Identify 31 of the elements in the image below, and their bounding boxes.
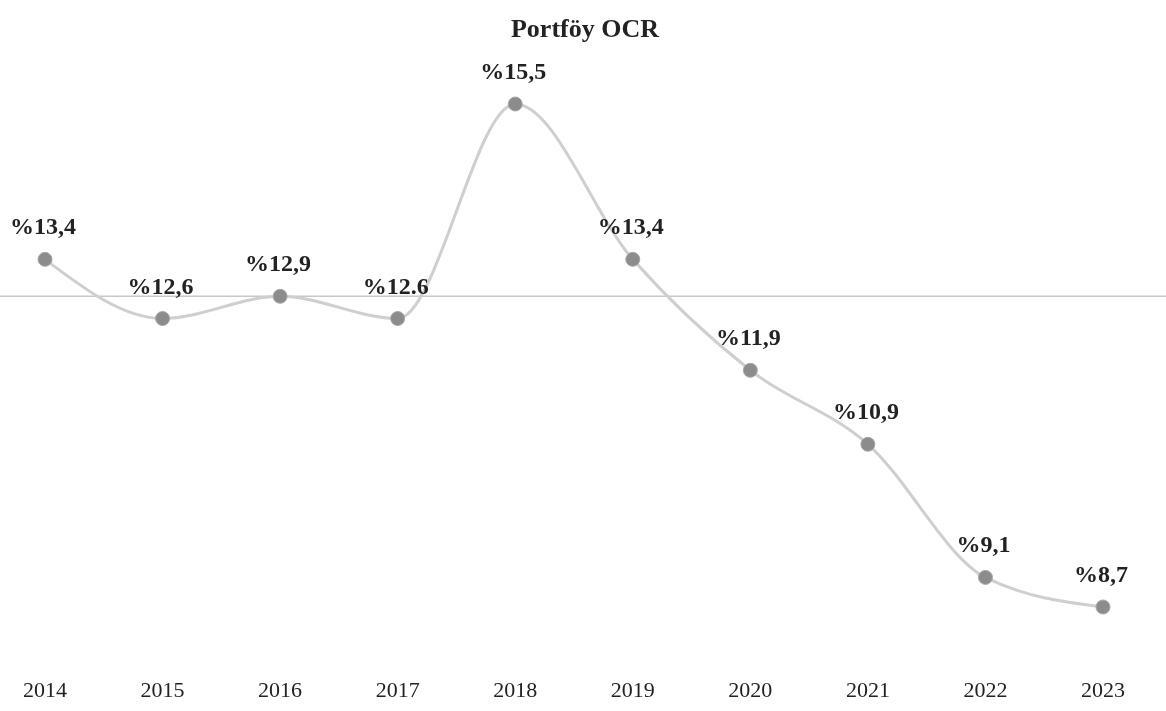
data-label: %10,9 xyxy=(832,398,899,425)
x-tick-label: 2023 xyxy=(1081,677,1125,702)
point xyxy=(1095,599,1111,615)
data-label: %12.6 xyxy=(362,272,429,299)
x-tick-label: 2016 xyxy=(258,677,303,702)
x-tick-label: 2017 xyxy=(375,677,420,702)
x-tick-label: 2014 xyxy=(23,677,67,702)
data-label: %8,7 xyxy=(1074,561,1128,587)
point xyxy=(507,96,523,112)
point xyxy=(860,436,876,452)
point xyxy=(37,251,53,267)
point xyxy=(625,251,641,267)
x-tick-label: 2018 xyxy=(493,677,538,702)
point xyxy=(155,311,171,327)
point xyxy=(977,569,993,585)
chart-title: Portföy OCR xyxy=(510,14,660,43)
data-label: %15,5 xyxy=(480,58,547,84)
x-tick-label: 2020 xyxy=(728,677,773,702)
data-label: %13,4 xyxy=(597,213,664,240)
data-label: %11,9 xyxy=(715,324,781,351)
point xyxy=(742,362,758,378)
point xyxy=(390,311,406,327)
x-tick-label: 2015 xyxy=(140,677,185,702)
data-label: %13,4 xyxy=(10,213,76,240)
point xyxy=(272,288,288,304)
data-label: %9,1 xyxy=(956,531,1011,558)
x-tick-label: 2021 xyxy=(845,677,890,702)
x-tick-label: 2019 xyxy=(610,677,655,702)
data-label: %12,9 xyxy=(245,250,312,277)
data-label: %12,6 xyxy=(127,272,194,299)
x-tick-label: 2022 xyxy=(963,677,1008,702)
